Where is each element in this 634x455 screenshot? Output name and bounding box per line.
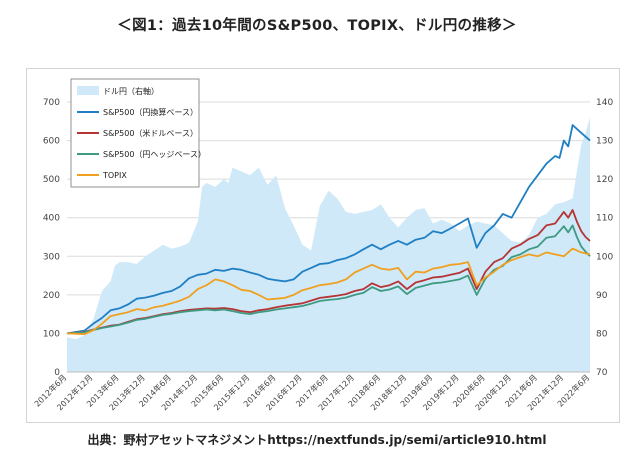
legend-entry: TOPIX (102, 171, 127, 180)
series-line-sp500-yen (66, 124, 591, 335)
y-tick-label-left: 600 (43, 137, 60, 147)
y-tick-label-right: 70 (596, 368, 608, 378)
y-tick-label-right: 80 (596, 329, 608, 339)
y-tick-label-left: 0 (54, 368, 60, 378)
y-tick-label-left: 200 (43, 291, 60, 301)
y-tick-label-right: 140 (596, 98, 613, 108)
legend-entry: S&P500（円ヘッジベース） (103, 150, 206, 159)
x-axis: 2012年6月2012年12月2013年6月2013年12月2014年6月201… (32, 371, 591, 412)
y-tick-label-right: 110 (596, 214, 613, 224)
y-tick-label-left: 500 (43, 175, 60, 185)
y-tick-label-left: 700 (43, 98, 60, 108)
y-tick-label-left: 100 (43, 329, 60, 339)
y-tick-label-left: 400 (43, 214, 60, 224)
y-axis-right: 70 80 90 100 110 120 130 140 (596, 98, 613, 378)
legend-swatch (77, 86, 99, 95)
line-layer (66, 124, 591, 336)
legend: ドル円（右軸） S&P500（円換算ベース） S&P500（米ドルベース） S&P50… (70, 78, 206, 188)
y-axis-left: 0 100 200 300 400 500 600 700 (43, 98, 60, 378)
y-tick-label-right: 120 (596, 175, 613, 185)
series-line-topix (66, 247, 591, 336)
y-tick-label-left: 300 (43, 252, 60, 262)
legend-entry: S&P500（米ドルベース） (103, 128, 198, 138)
y-tick-label-right: 100 (596, 252, 613, 262)
legend-entry: S&P500（円換算ベース） (103, 107, 198, 117)
series-line-sp500-hedged (66, 224, 591, 335)
y-tick-label-right: 90 (596, 291, 608, 301)
chart-title: ＜図1：過去10年間のS&P500、TOPIX、ドル円の推移＞ (117, 18, 517, 34)
source-note: 出典：野村アセットマネジメントhttps://nextfunds.jp/semi… (87, 433, 547, 447)
y-tick-label-right: 130 (596, 137, 613, 147)
legend-entry: ドル円（右軸） (103, 86, 159, 96)
chart-frame (26, 68, 620, 423)
